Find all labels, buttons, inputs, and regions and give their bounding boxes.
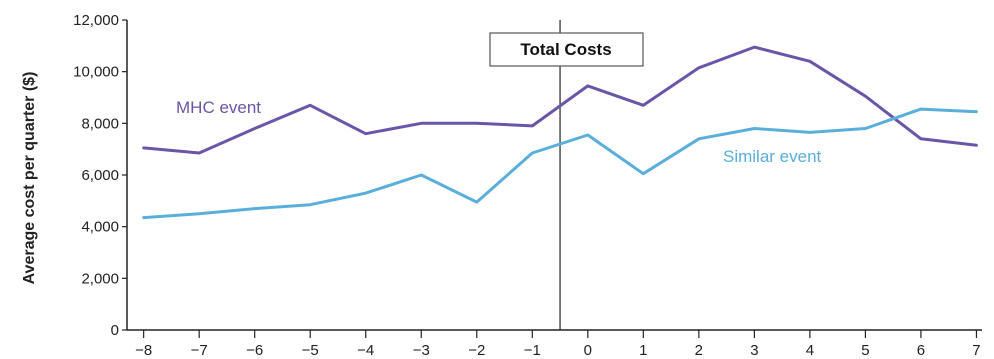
title-box	[489, 32, 644, 67]
chart-title-box: Total Costs	[489, 32, 644, 67]
series-lines	[142, 45, 978, 220]
data-point	[642, 104, 645, 107]
data-point	[975, 144, 978, 147]
series-line-similar-event	[142, 107, 978, 220]
y-tick-label: 2,000	[81, 270, 119, 287]
y-axis-label: Average cost per quarter ($)	[21, 72, 38, 285]
data-point	[475, 122, 478, 125]
series-label-mhc-event: MHC event	[176, 98, 261, 117]
axes: 0 2,000 4,000 6,000 8,000 10,000 12,000 −8 −7 −6 −…	[73, 12, 982, 359]
data-point	[975, 110, 978, 113]
y-tick-label: 12,000	[73, 12, 119, 29]
data-point	[864, 95, 867, 98]
x-tick-label: 1	[639, 342, 647, 359]
series-label-similar-event: Similar event	[723, 147, 822, 166]
x-tick-label: −6	[246, 342, 263, 359]
chart-title: Total Costs	[520, 40, 611, 59]
data-point	[420, 122, 423, 125]
x-tick-label: −3	[413, 342, 430, 359]
x-tick-label: 6	[917, 342, 925, 359]
data-point	[253, 127, 256, 130]
data-point	[253, 207, 256, 210]
x-tick-label: 3	[750, 342, 758, 359]
data-point	[697, 137, 701, 141]
x-tick-label: 7	[972, 342, 980, 359]
data-point	[586, 133, 590, 137]
data-point	[420, 173, 423, 177]
data-point	[919, 107, 923, 111]
data-point	[142, 216, 145, 219]
x-tick-label: −5	[302, 342, 319, 359]
x-tick-label: −4	[357, 342, 374, 359]
data-point	[364, 191, 367, 195]
data-point	[642, 172, 645, 175]
data-point	[475, 200, 478, 204]
data-point	[753, 45, 756, 49]
data-point	[753, 127, 756, 130]
data-point	[197, 212, 201, 215]
y-tick-label: 4,000	[81, 219, 119, 236]
x-tick-label: 4	[806, 342, 814, 359]
data-point	[864, 127, 867, 130]
x-tick-label: 2	[695, 342, 703, 359]
data-point	[309, 203, 312, 206]
x-tick-label: −2	[468, 342, 485, 359]
y-tick-label: 10,000	[73, 64, 119, 81]
data-point	[586, 84, 590, 88]
data-point	[531, 151, 534, 155]
data-point	[531, 124, 534, 128]
y-tick-label: 6,000	[81, 167, 119, 184]
x-tick-label: −7	[191, 342, 208, 359]
x-tick-label: 0	[584, 342, 592, 359]
data-point	[364, 132, 367, 135]
x-tick-label: −1	[524, 342, 541, 359]
data-point	[697, 66, 701, 69]
data-point	[808, 131, 812, 134]
data-point	[309, 104, 312, 107]
series-line-mhc-event	[142, 45, 978, 155]
data-point	[919, 137, 923, 141]
x-tick-label: −8	[135, 342, 152, 359]
y-tick-label: 8,000	[81, 115, 119, 132]
y-tick-label: 0	[111, 322, 119, 339]
data-point	[142, 146, 145, 150]
x-tick-label: 5	[861, 342, 869, 359]
data-point	[808, 60, 812, 63]
data-point	[197, 151, 201, 155]
